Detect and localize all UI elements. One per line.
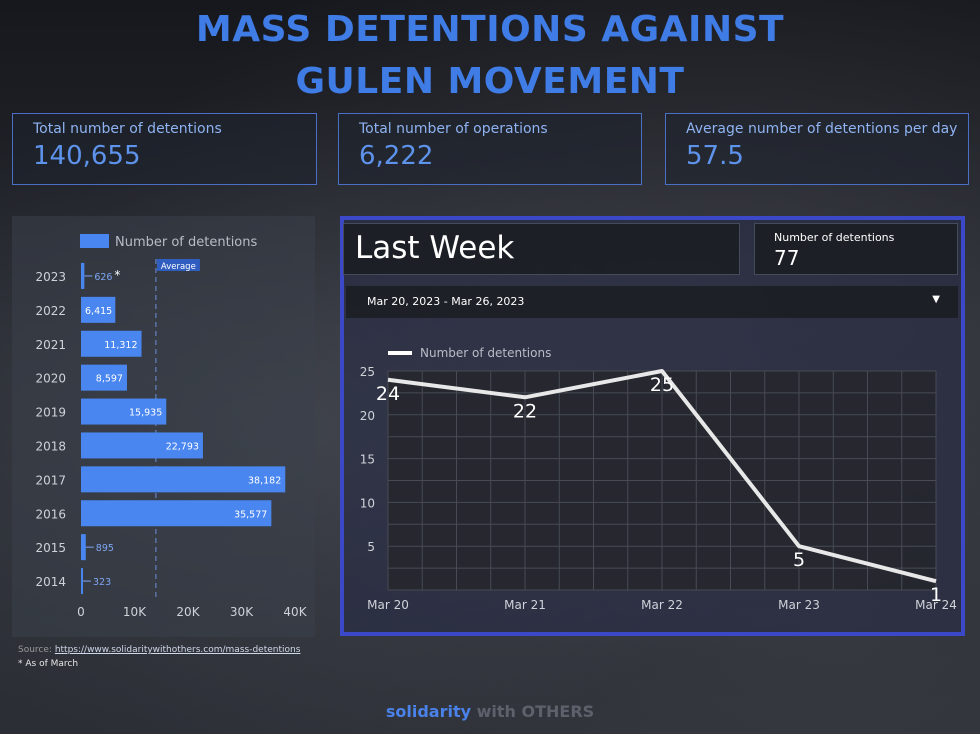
- x-tick-label: Mar 22: [641, 598, 683, 612]
- kpi-value: 140,655: [33, 141, 141, 171]
- x-tick-label: 10K: [123, 605, 147, 619]
- y-tick-label: 10: [360, 496, 375, 510]
- kpi-label: Total number of operations: [359, 121, 548, 137]
- y-tick-label: 20: [360, 409, 375, 423]
- bar-value-label: 8,597: [96, 374, 123, 385]
- bar: [81, 262, 85, 289]
- data-label: 5: [793, 549, 805, 571]
- bar-value-label: 15,935: [129, 408, 162, 419]
- x-tick-label: 20K: [176, 605, 200, 619]
- footer-logo: solidarity with OTHERS: [0, 702, 980, 721]
- x-tick-label: Mar 21: [504, 598, 546, 612]
- bar: [81, 466, 286, 493]
- year-tick-label: 2020: [35, 372, 66, 386]
- data-label: 25: [650, 374, 674, 396]
- kpi-total-detentions: Total number of detentions 140,655: [12, 113, 317, 185]
- bar: [81, 364, 127, 391]
- source-link[interactable]: https://www.solidaritywithothers.com/mas…: [54, 645, 301, 655]
- source-prefix: Source:: [18, 645, 55, 655]
- x-tick-label: 0: [77, 605, 85, 619]
- title-line-1: MASS DETENTIONS AGAINST: [195, 9, 785, 50]
- year-tick-label: 2023: [35, 270, 66, 284]
- kpi-value: 57.5: [686, 141, 744, 171]
- bar: [81, 568, 83, 595]
- bar-value-label: 11,312: [104, 340, 137, 351]
- year-tick-label: 2017: [35, 473, 66, 487]
- x-tick-label: 30K: [230, 605, 254, 619]
- year-tick-label: 2022: [35, 304, 66, 318]
- kpi-average-per-day: Average number of detentions per day 57.…: [665, 113, 969, 185]
- x-tick-label: 40K: [283, 605, 307, 619]
- bar-value-label: 626: [94, 272, 112, 283]
- last-week-title: Last Week: [355, 230, 515, 266]
- bar: [81, 432, 203, 459]
- bar-value-label: 323: [93, 577, 111, 588]
- legend-label: Number of detentions: [115, 235, 258, 250]
- caret-down-icon[interactable]: ▼: [932, 294, 940, 305]
- footer-logo-part1: solidarity: [385, 702, 472, 721]
- bar: [81, 296, 116, 323]
- legend-swatch: [80, 234, 109, 248]
- bar: [81, 398, 167, 425]
- page-title: MASS DETENTIONS AGAINST GULEN MOVEMENT: [0, 4, 980, 108]
- kpi-total-operations: Total number of operations 6,222: [338, 113, 642, 185]
- kpi-label: Total number of detentions: [33, 121, 222, 137]
- last-week-title-box: Last Week: [343, 223, 740, 275]
- data-label: 1: [930, 584, 942, 606]
- year-tick-label: 2021: [35, 338, 66, 352]
- legend-label: Number of detentions: [420, 346, 551, 360]
- x-tick-label: Mar 24: [915, 598, 957, 612]
- bar-value-label: 6,415: [85, 306, 112, 317]
- kpi-label: Average number of detentions per day: [686, 121, 958, 137]
- year-tick-label: 2014: [35, 575, 66, 589]
- scorecard-value: 77: [774, 246, 800, 270]
- date-range-text: Mar 20, 2023 - Mar 26, 2023: [367, 295, 525, 308]
- bar-value-label: 22,793: [166, 441, 199, 452]
- y-tick-label: 15: [360, 453, 375, 467]
- bar: [81, 534, 86, 561]
- bar-value-label: 35,577: [234, 509, 267, 520]
- footer-logo-part2: with OTHERS: [471, 702, 595, 721]
- title-line-2: GULEN MOVEMENT: [295, 61, 685, 102]
- year-tick-label: 2016: [35, 507, 66, 521]
- bar: [81, 330, 142, 357]
- footnote: * As of March: [18, 659, 79, 669]
- kpi-value: 6,222: [359, 141, 434, 171]
- x-tick-label: Mar 20: [367, 598, 409, 612]
- yearly-detentions-bar-chart: Number of detentions Average 2023 626 * 2022 6…: [35, 234, 308, 619]
- weekly-detentions-scorecard: Number of detentions 77: [754, 223, 958, 275]
- bar-value-label: 895: [96, 543, 114, 554]
- series-line: [387, 369, 937, 584]
- year-tick-label: 2019: [35, 406, 66, 420]
- footnote-marker: *: [114, 268, 120, 282]
- y-tick-label: 5: [367, 540, 375, 554]
- scorecard-label: Number of detentions: [774, 231, 895, 244]
- data-label: 24: [376, 383, 400, 405]
- year-tick-label: 2015: [35, 541, 66, 555]
- x-tick-label: Mar 23: [778, 598, 820, 612]
- date-range-selector[interactable]: Mar 20, 2023 - Mar 26, 2023 ▼: [346, 286, 958, 318]
- yearly-chart-panel: [12, 216, 315, 637]
- bar: [81, 500, 272, 527]
- year-tick-label: 2018: [35, 439, 66, 453]
- average-label-bg: [156, 259, 200, 271]
- source-note: Source: https://www.solidaritywithothers…: [18, 645, 300, 655]
- data-label: 22: [513, 400, 537, 422]
- average-label: Average: [161, 262, 196, 272]
- y-tick-label: 25: [360, 365, 375, 379]
- bar-value-label: 38,182: [248, 475, 281, 486]
